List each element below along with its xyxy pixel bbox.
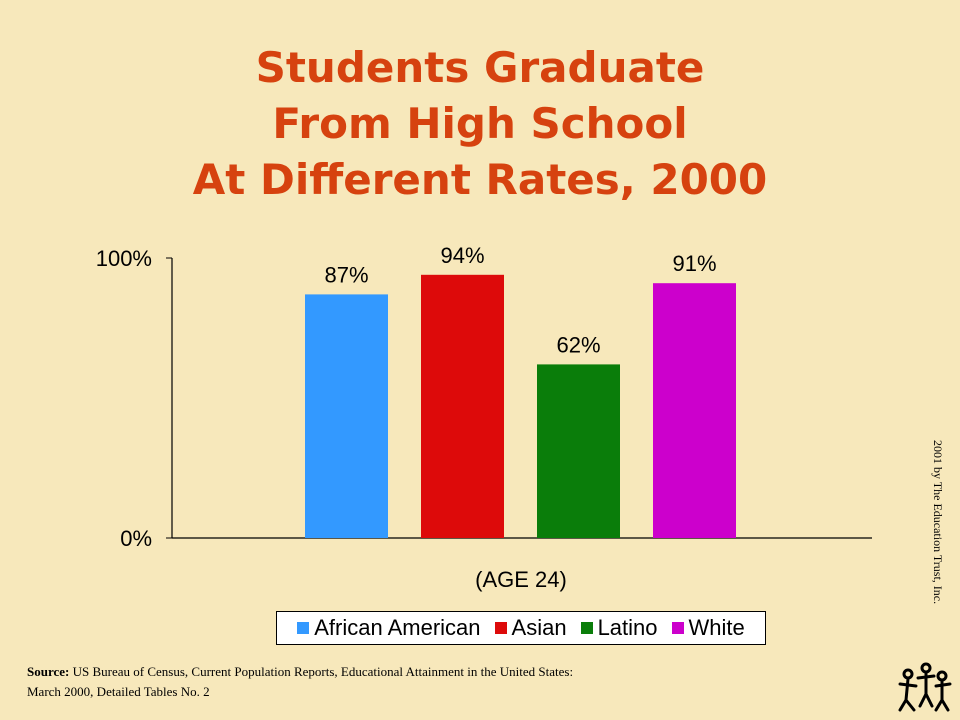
legend-label: Asian bbox=[511, 615, 567, 640]
legend-swatch bbox=[494, 622, 507, 634]
legend-label: African American bbox=[314, 615, 481, 640]
bar-chart: 100% 0% (AGE 24) 87% 94% 62% 91% bbox=[96, 243, 872, 592]
data-label-white: 91% bbox=[672, 251, 716, 276]
bar-latino bbox=[537, 364, 620, 538]
source-line-1: US Bureau of Census, Current Population … bbox=[72, 664, 574, 679]
bars-group: 87% 94% 62% 91% bbox=[305, 243, 736, 538]
x-axis-label: (AGE 24) bbox=[475, 567, 567, 592]
legend-item-african-american: African American bbox=[297, 615, 481, 641]
y-tick-label-100: 100% bbox=[96, 246, 152, 271]
legend-item-white: White bbox=[671, 615, 745, 641]
copyright-note: 2001 by The Education Trust, Inc. bbox=[931, 440, 945, 605]
legend-swatch bbox=[580, 622, 593, 634]
bar-asian bbox=[421, 274, 504, 538]
bar-african-american bbox=[305, 294, 388, 538]
chart-title: Students Graduate From High School At Di… bbox=[0, 40, 960, 208]
legend-swatch bbox=[297, 622, 310, 634]
data-label-latino: 62% bbox=[556, 332, 600, 357]
legend-label: Latino bbox=[597, 615, 658, 640]
source-line-2: March 2000, Detailed Tables No. 2 bbox=[27, 684, 210, 699]
data-label-african-american: 87% bbox=[324, 262, 368, 287]
legend-item-latino: Latino bbox=[580, 615, 658, 641]
bar-white bbox=[653, 283, 736, 538]
source-label: Source: bbox=[27, 664, 70, 679]
legend: African American Asian Latino White bbox=[276, 611, 766, 645]
legend-item-asian: Asian bbox=[494, 615, 567, 641]
data-label-asian: 94% bbox=[440, 243, 484, 268]
title-line-2: From High School bbox=[272, 99, 688, 148]
y-tick-label-0: 0% bbox=[120, 526, 152, 551]
legend-label: White bbox=[688, 615, 745, 640]
education-trust-logo-icon bbox=[898, 662, 952, 712]
title-line-3: At Different Rates, 2000 bbox=[192, 155, 768, 204]
legend-swatch bbox=[671, 622, 684, 634]
source-note: Source: US Bureau of Census, Current Pop… bbox=[27, 662, 727, 702]
title-line-1: Students Graduate bbox=[255, 43, 705, 92]
